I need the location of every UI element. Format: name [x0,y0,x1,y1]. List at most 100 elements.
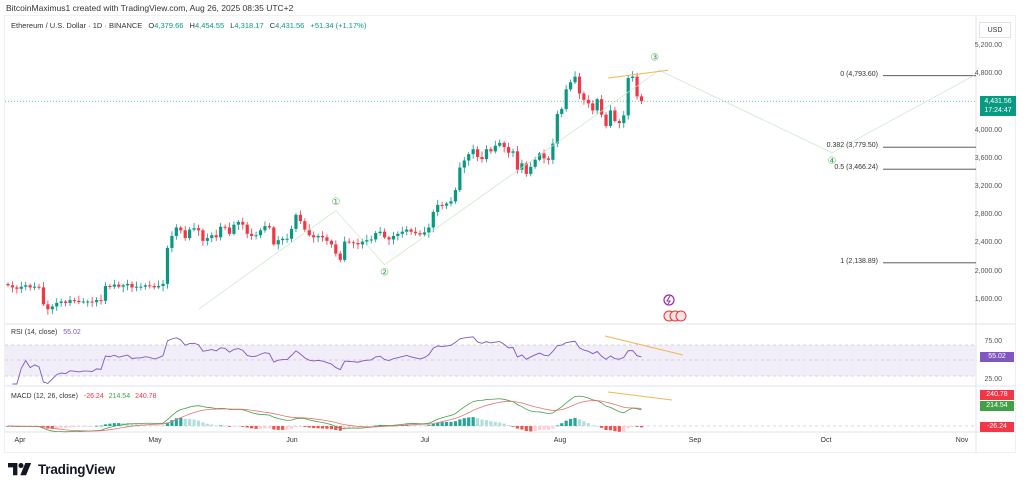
candle-body [418,233,422,235]
candle-body [378,231,382,234]
candle-body [493,145,497,152]
macd-histogram-bar [152,425,156,426]
candle-body [480,156,484,160]
candle-body [95,300,99,303]
macd-histogram-bar [586,423,590,426]
macd-histogram-bar [201,422,205,426]
wave-label: ② [380,267,389,278]
macd-histogram-bar [440,422,444,426]
wave-label: ① [331,197,340,208]
macd-histogram-bar [77,426,81,427]
macd-histogram-bar [600,426,604,428]
candle-body [28,285,32,288]
macd-histogram-bar [263,426,267,429]
candle-body [281,238,285,241]
candle-body [591,103,595,111]
candle-body [639,96,644,102]
macd-histogram-bar [453,421,458,426]
macd-histogram-bar [613,426,617,432]
candle-body [440,204,444,206]
candle-body [126,283,130,286]
macd-histogram-bar [241,426,245,427]
candle-body [232,224,236,234]
candle-body [165,247,170,284]
macd-histogram-bar [351,426,356,429]
fibonacci-level-label: 0.382 (3,779.50) [826,142,878,150]
macd-histogram-bar [320,426,325,429]
candle-body [320,235,325,238]
macd-histogram-bar [108,423,112,426]
price-tick: 5,200.00 [974,42,1002,49]
macd-histogram-bar [493,421,497,426]
macd-histogram-bar [484,420,489,426]
rsi-band [5,345,976,376]
macd-histogram-bar [254,426,258,429]
candle-body [449,201,453,204]
candle-body [117,284,121,287]
time-tick: Sep [688,437,702,444]
tradingview-logo-icon [8,463,32,476]
macd-histogram-bar [475,418,480,426]
macd-histogram-bar [303,426,307,427]
macd-histogram-bar [86,426,90,427]
candle-body [617,121,621,124]
macd-histogram-bar [334,426,338,430]
fibonacci-level-label: 1 (2,138.89) [840,257,878,265]
macd-histogram-bar [227,426,232,427]
macd-histogram-bar [560,423,564,426]
macd-histogram-bar [462,418,466,426]
wave-label: ③ [650,52,659,63]
macd-histogram-bar [289,426,294,429]
macd-histogram-bar [103,424,108,426]
macd-histogram-bar [542,426,546,430]
candle-body [196,228,201,231]
candle-body [360,241,364,245]
macd-histogram-bar [520,426,524,430]
candle-body [148,285,152,287]
rsi-legend[interactable]: RSI (14, close) 55.02 [11,329,81,336]
macd-histogram-bar [449,421,453,426]
candle-body [227,227,232,234]
macd-trendline [607,391,673,401]
candle-body [10,285,15,288]
macd-histogram-bar [99,425,103,427]
macd-histogram-bar [63,426,68,428]
candle-body [458,167,462,191]
macd-histogram-bar [161,425,165,427]
candle-body [564,89,568,110]
high-value: 4,454.55 [194,21,225,30]
symbol-title[interactable]: Ethereum / U.S. Dollar · 1D · BINANCE [11,21,143,30]
macd-histogram-bar [502,423,506,426]
macd-histogram-bar [188,419,192,426]
macd-signal-line [7,400,642,432]
candle-body [462,160,466,168]
macd-histogram-bar [631,426,635,427]
candle-body [484,149,489,160]
macd-histogram-bar [622,426,626,432]
candle-body [475,149,480,157]
candle-body [582,93,586,100]
candle-body [19,286,23,289]
lightning-glyph [666,295,671,305]
candle-body [635,76,639,97]
price-tick: 1,600.00 [974,295,1002,303]
candle-body [316,235,320,238]
candle-body [502,142,506,148]
candle-body [201,230,205,241]
macd-histogram-bar [112,423,116,426]
macd-histogram-bar [285,426,289,430]
macd-histogram-bar [569,418,573,426]
candle-body [551,143,555,160]
macd-histogram-bar [555,425,559,427]
macd-histogram-bar [219,425,223,427]
candle-body [294,214,298,229]
tradingview-logo[interactable]: TradingView [8,462,115,477]
currency-button[interactable]: USD [979,22,1011,38]
macd-legend[interactable]: MACD (12, 26, close) -26.24 214.54 240.7… [11,393,157,400]
candle-body [400,231,404,234]
candle-body [254,235,258,237]
macd-histogram-bar [196,420,201,426]
macd-histogram-bar [577,419,582,426]
time-tick: Oct [820,437,832,444]
